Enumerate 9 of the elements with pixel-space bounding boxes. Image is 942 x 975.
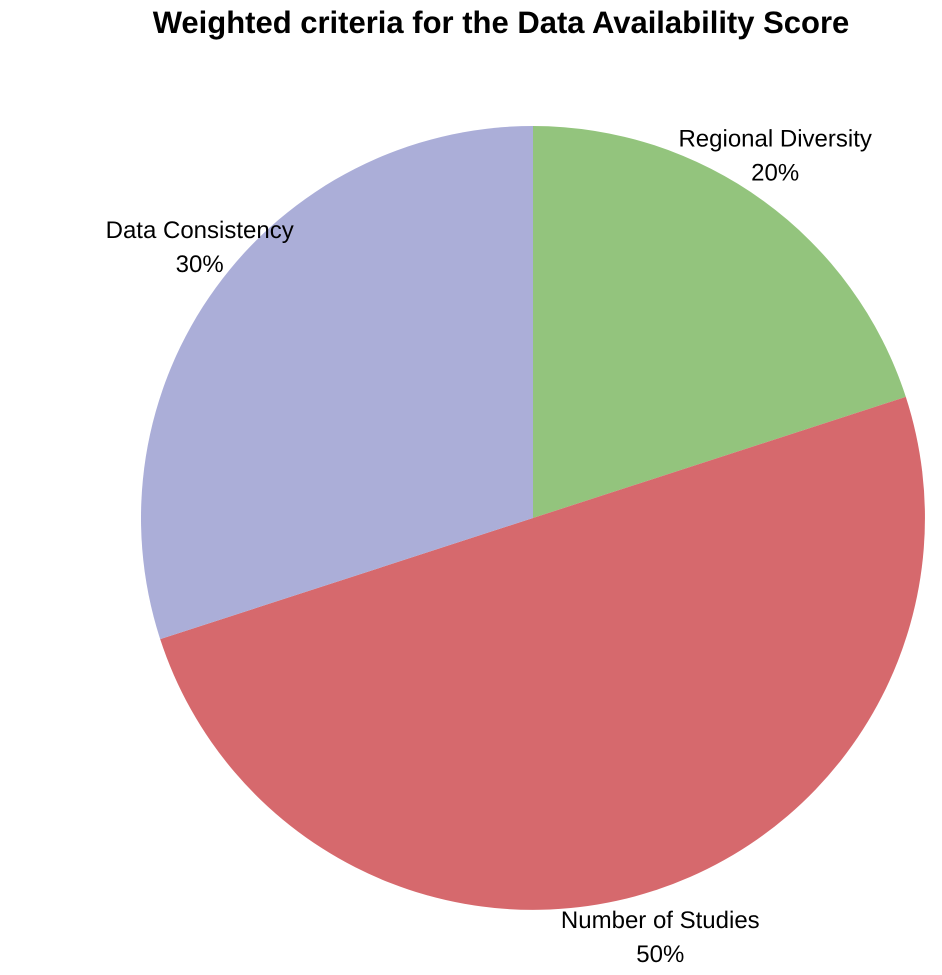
slice-label: Data Consistency: [106, 216, 294, 244]
pie-slice: [160, 396, 924, 910]
pie-slice: [533, 126, 906, 518]
slice-label: Number of Studies: [560, 906, 760, 934]
data-label: 50%: [636, 940, 684, 968]
data-label: 30%: [176, 250, 224, 278]
slice-label: Regional Diversity: [678, 126, 872, 153]
chart-title: Weighted criteria for the Data Availability Score: [152, 4, 850, 42]
data-label: 20%: [751, 160, 800, 187]
